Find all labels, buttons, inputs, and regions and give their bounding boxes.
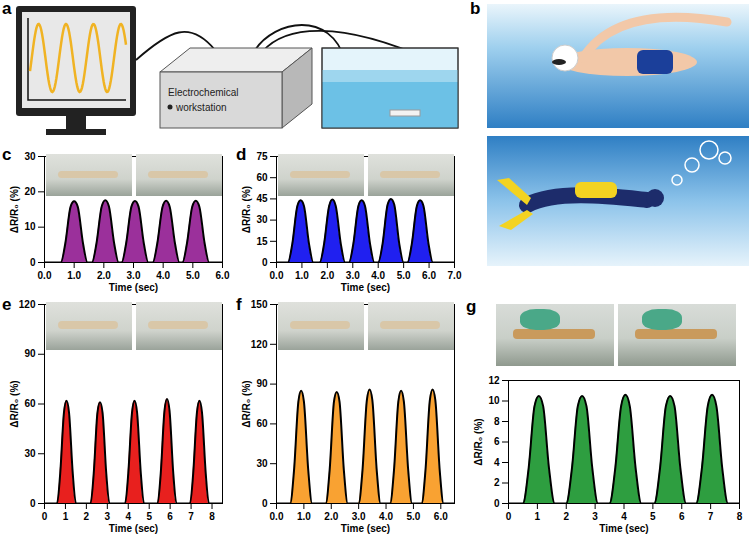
svg-text:6: 6 [167,511,173,522]
svg-text:1: 1 [535,511,541,522]
svg-text:0: 0 [30,498,36,509]
svg-text:2.0: 2.0 [324,511,338,522]
svg-text:30: 30 [256,214,268,225]
svg-text:4.0: 4.0 [156,270,170,281]
html-text:d: d [236,145,247,164]
svg-text:5.0: 5.0 [186,270,200,281]
svg-text:0: 0 [506,511,512,522]
svg-text:30: 30 [24,151,36,162]
svg-text:120: 120 [251,339,268,350]
svg-text:0.0: 0.0 [270,270,284,281]
svg-text:5: 5 [650,511,656,522]
svg-text:3: 3 [592,511,598,522]
svg-text:45: 45 [256,193,268,204]
svg-text:0: 0 [494,498,500,509]
svg-text:2.0: 2.0 [320,270,334,281]
svg-text:150: 150 [251,299,268,310]
svg-text:workstation: workstation [175,102,227,113]
svg-text:7.0: 7.0 [448,270,462,281]
html-text:a: a [2,0,12,18]
svg-text:Electrochemical: Electrochemical [168,87,239,98]
svg-text:Time (sec): Time (sec) [341,523,390,534]
svg-text:120: 120 [19,299,36,310]
svg-text:0.0: 0.0 [270,511,284,522]
svg-text:3.0: 3.0 [352,511,366,522]
svg-text:10: 10 [24,221,36,232]
svg-text:0: 0 [42,511,48,522]
svg-text:90: 90 [256,378,268,389]
svg-text:2: 2 [84,511,90,522]
svg-text:6.0: 6.0 [216,270,230,281]
svg-text:5.0: 5.0 [397,270,411,281]
svg-text:20: 20 [24,186,36,197]
svg-text:1.0: 1.0 [297,511,311,522]
svg-text:Time (sec): Time (sec) [109,282,158,293]
svg-text:60: 60 [256,172,268,183]
svg-text:5: 5 [146,511,152,522]
svg-text:Time (sec): Time (sec) [599,523,648,534]
svg-text:4: 4 [494,457,500,468]
svg-text:90: 90 [24,348,36,359]
html-text:b: b [470,0,481,18]
svg-text:ΔR/R₀ (%): ΔR/R₀ (%) [473,418,484,465]
svg-text:7: 7 [188,511,194,522]
svg-text:15: 15 [256,236,268,247]
html-text:f: f [236,295,242,314]
svg-text:10: 10 [488,395,500,406]
svg-text:ΔR/R₀ (%): ΔR/R₀ (%) [9,380,20,427]
svg-text:8: 8 [209,511,215,522]
svg-text:0: 0 [262,257,268,268]
svg-text:4: 4 [621,511,627,522]
svg-text:ΔR/R₀ (%): ΔR/R₀ (%) [241,380,252,427]
svg-text:6: 6 [679,511,685,522]
svg-text:2: 2 [563,511,569,522]
svg-text:4.0: 4.0 [371,270,385,281]
svg-text:60: 60 [256,418,268,429]
svg-text:60: 60 [24,398,36,409]
svg-text:6.0: 6.0 [434,511,448,522]
html-text:e: e [2,295,12,314]
svg-text:8: 8 [494,416,500,427]
svg-text:0.0: 0.0 [38,270,52,281]
svg-text:0: 0 [30,257,36,268]
svg-text:3.0: 3.0 [346,270,360,281]
svg-text:2: 2 [494,477,500,488]
svg-text:4: 4 [125,511,131,522]
svg-text:5.0: 5.0 [406,511,420,522]
svg-text:75: 75 [256,151,268,162]
html-text:c: c [2,145,12,164]
html-text:g: g [466,297,477,316]
svg-text:ΔR/R₀ (%): ΔR/R₀ (%) [9,186,20,233]
svg-text:Time (sec): Time (sec) [109,523,158,534]
svg-text:8: 8 [737,511,743,522]
svg-text:4.0: 4.0 [379,511,393,522]
svg-text:6: 6 [494,436,500,447]
svg-text:3: 3 [105,511,111,522]
svg-text:12: 12 [488,375,500,386]
svg-text:3.0: 3.0 [127,270,141,281]
svg-text:Time (sec): Time (sec) [341,282,390,293]
svg-text:30: 30 [256,458,268,469]
svg-text:7: 7 [708,511,714,522]
svg-text:2.0: 2.0 [97,270,111,281]
svg-text:ΔR/R₀ (%): ΔR/R₀ (%) [241,186,252,233]
svg-text:1: 1 [63,511,69,522]
svg-text:0: 0 [262,498,268,509]
svg-text:1.0: 1.0 [295,270,309,281]
svg-text:30: 30 [24,448,36,459]
svg-text:1.0: 1.0 [67,270,81,281]
svg-text:6.0: 6.0 [422,270,436,281]
